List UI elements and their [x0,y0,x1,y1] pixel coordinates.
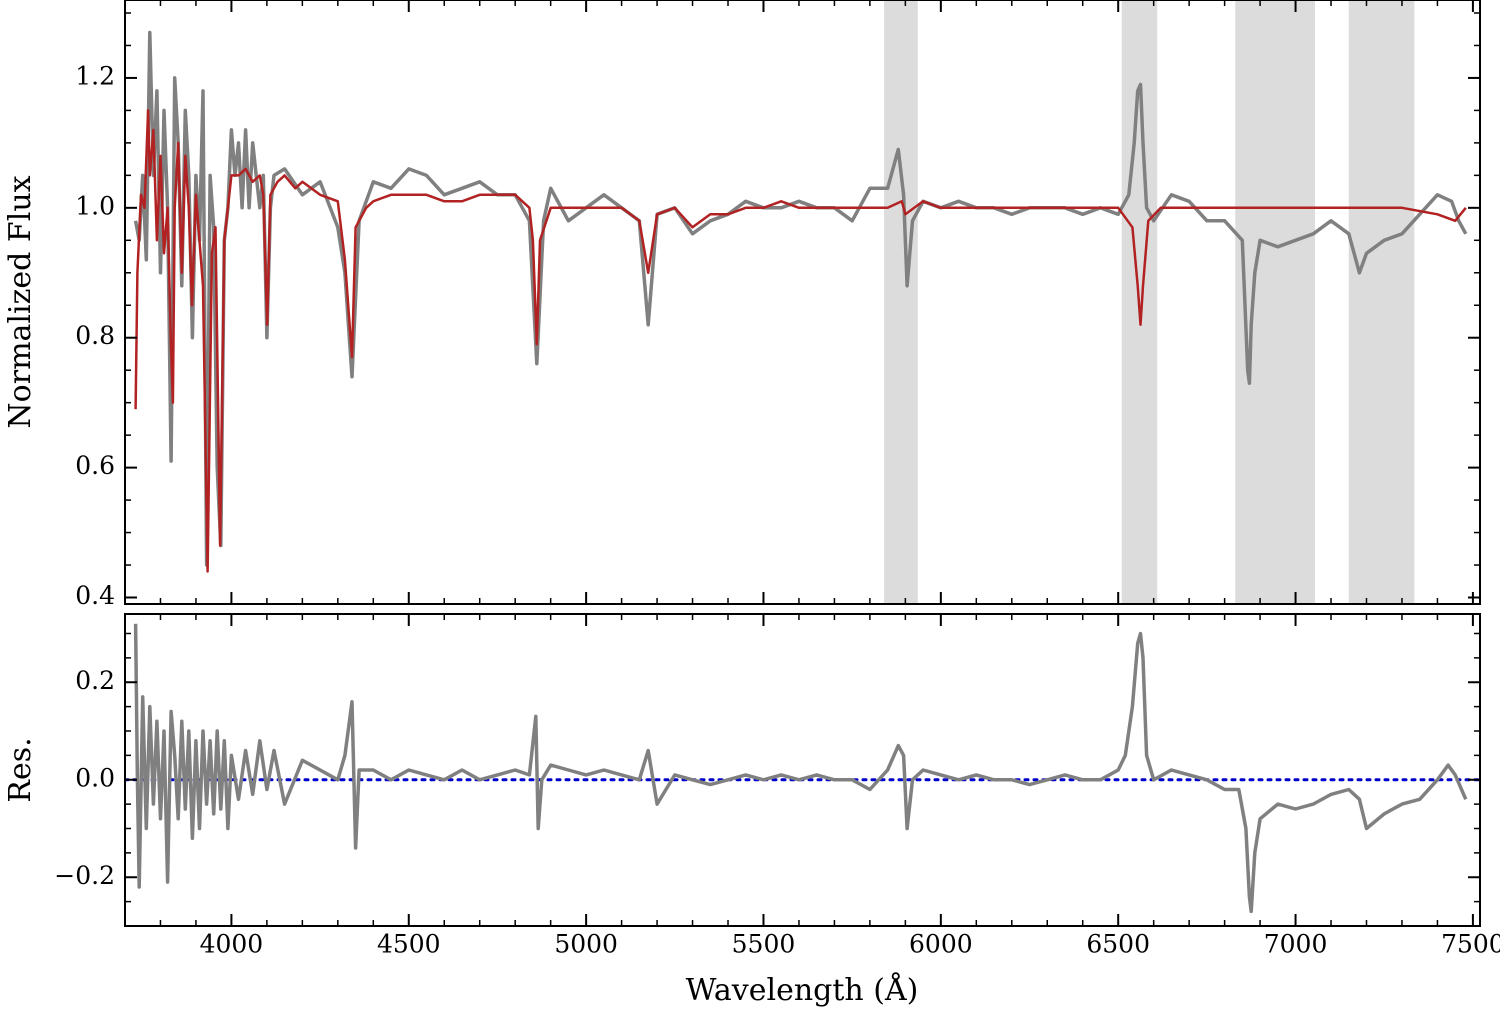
y-tick-label: −0.2 [54,861,115,890]
telluric-shaded-regions [884,0,1415,604]
top-y-tick-labels: 0.4 0.6 0.8 1.0 1.2 [75,61,115,610]
x-tick-label: 5500 [732,930,796,959]
bottom-panel: −0.2 0.0 0.2 4000 4500 5000 5500 6000 6500 7000 7… [3,613,1500,1008]
y-tick-label: 0.0 [75,763,115,792]
y-tick-label: 1.2 [75,61,115,90]
x-tick-label: 6000 [909,930,973,959]
y-tick-label: 1.0 [75,191,115,220]
bottom-series-group [133,623,1468,914]
x-axis-label: Wavelength (Å) [686,972,919,1008]
y-tick-label: 0.6 [75,451,115,480]
bottom-y-axis-label: Res. [3,737,38,802]
model-spectrum-line [134,109,1467,573]
top-y-axis-label: Normalized Flux [3,175,38,428]
shaded-region [1348,0,1415,604]
bottom-panel-ticks [124,614,1480,926]
residual-spectrum-line [133,623,1468,914]
x-tick-label: 5000 [554,930,618,959]
shaded-region [1235,0,1316,604]
top-panel-ticks [124,0,1480,604]
y-tick-label: 0.8 [75,321,115,350]
x-tick-label: 4500 [377,930,441,959]
top-panel-frame [124,0,1481,605]
y-tick-label: 0.2 [75,666,115,695]
shaded-region [884,0,918,604]
top-panel: 0.4 0.6 0.8 1.0 1.2 Normalized Flux [3,0,1481,610]
x-tick-label: 4000 [200,930,264,959]
bottom-panel-frame [124,613,1481,927]
bottom-y-tick-labels: −0.2 0.0 0.2 [54,666,115,890]
x-tick-labels: 4000 4500 5000 5500 6000 6500 7000 7500 [200,930,1500,959]
top-series-group [133,30,1468,573]
x-tick-label: 7000 [1264,930,1328,959]
x-tick-label: 7500 [1441,930,1500,959]
x-tick-label: 6500 [1086,930,1150,959]
y-tick-label: 0.4 [75,581,115,610]
